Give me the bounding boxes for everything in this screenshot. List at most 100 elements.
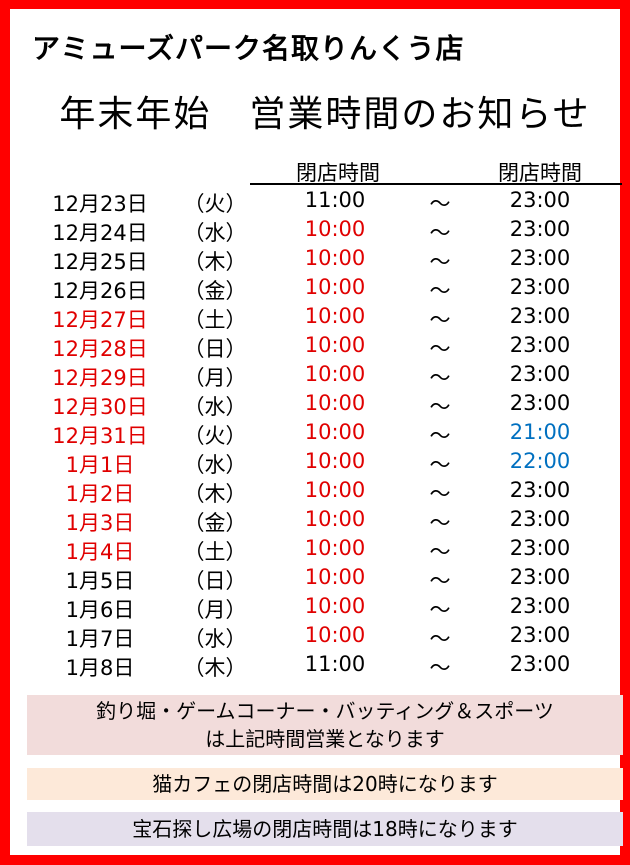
open-time-cell: 10:00	[304, 536, 366, 560]
table-row: 12月28日 （日） 10:00 〜 23:00	[10, 333, 630, 362]
table-row: 1月2日 （木） 10:00 〜 23:00	[10, 478, 630, 507]
open-time-cell: 10:00	[304, 304, 366, 328]
separator: 〜	[429, 424, 451, 448]
date-cell: 12月25日	[52, 250, 148, 274]
date-cell: 12月23日	[52, 192, 148, 216]
close-time-cell: 23:00	[509, 507, 571, 531]
table-row: 12月29日 （月） 10:00 〜 23:00	[10, 362, 630, 391]
separator: 〜	[429, 569, 451, 593]
open-time-cell: 10:00	[304, 275, 366, 299]
separator: 〜	[429, 192, 451, 216]
date-cell: 12月26日	[52, 279, 148, 303]
open-time-cell: 10:00	[304, 449, 366, 473]
table-row: 1月8日 （木） 11:00 〜 23:00	[10, 652, 630, 681]
separator: 〜	[429, 511, 451, 535]
close-time-cell: 23:00	[509, 304, 571, 328]
weekday-cell: （水）	[183, 395, 247, 419]
notice-line: は上記時間営業となります	[205, 727, 445, 751]
separator: 〜	[429, 279, 451, 303]
weekday-cell: （木）	[183, 482, 247, 506]
notice-box: 猫カフェの閉店時間は20時になります	[27, 768, 623, 800]
notice-line: 宝石探し広場の閉店時間は18時になります	[132, 817, 518, 841]
weekday-cell: （水）	[183, 221, 247, 245]
date-cell: 12月24日	[52, 221, 148, 245]
close-time-cell: 23:00	[509, 565, 571, 589]
open-time-cell: 11:00	[304, 188, 366, 212]
header-close-time: 閉店時間	[498, 161, 582, 185]
table-row: 1月1日 （水） 10:00 〜 22:00	[10, 449, 630, 478]
close-time-cell: 23:00	[509, 333, 571, 357]
weekday-cell: （土）	[183, 540, 247, 564]
close-time-cell: 23:00	[509, 478, 571, 502]
separator: 〜	[429, 598, 451, 622]
weekday-cell: （金）	[183, 511, 247, 535]
separator: 〜	[429, 221, 451, 245]
open-time-cell: 10:00	[304, 246, 366, 270]
weekday-cell: （日）	[183, 569, 247, 593]
notice-box: 宝石探し広場の閉店時間は18時になります	[27, 812, 623, 846]
open-time-cell: 10:00	[304, 333, 366, 357]
table-row: 1月7日 （水） 10:00 〜 23:00	[10, 623, 630, 652]
table-row: 1月3日 （金） 10:00 〜 23:00	[10, 507, 630, 536]
close-time-cell: 23:00	[509, 536, 571, 560]
separator: 〜	[429, 453, 451, 477]
open-time-cell: 10:00	[304, 217, 366, 241]
open-time-cell: 10:00	[304, 507, 366, 531]
weekday-cell: （木）	[183, 250, 247, 274]
weekday-cell: （月）	[183, 366, 247, 390]
close-time-cell: 22:00	[509, 449, 571, 473]
page-title: 年末年始 営業時間のお知らせ	[59, 94, 591, 135]
close-time-cell: 21:00	[509, 420, 571, 444]
table-row: 12月31日 （火） 10:00 〜 21:00	[10, 420, 630, 449]
weekday-cell: （水）	[183, 453, 247, 477]
separator: 〜	[429, 395, 451, 419]
table-row: 1月6日 （月） 10:00 〜 23:00	[10, 594, 630, 623]
separator: 〜	[429, 540, 451, 564]
separator: 〜	[429, 337, 451, 361]
table-row: 12月27日 （土） 10:00 〜 23:00	[10, 304, 630, 333]
date-cell: 1月7日	[65, 627, 135, 651]
header-open-time: 閉店時間	[296, 161, 380, 185]
weekday-cell: （金）	[183, 279, 247, 303]
date-cell: 1月2日	[65, 482, 135, 506]
separator: 〜	[429, 482, 451, 506]
close-time-cell: 23:00	[509, 217, 571, 241]
date-cell: 12月31日	[52, 424, 148, 448]
date-cell: 1月4日	[65, 540, 135, 564]
header-underline	[250, 183, 622, 185]
close-time-cell: 23:00	[509, 362, 571, 386]
date-cell: 1月5日	[65, 569, 135, 593]
weekday-cell: （木）	[183, 656, 247, 680]
table-row: 12月23日 （火） 11:00 〜 23:00	[10, 188, 630, 217]
weekday-cell: （火）	[183, 424, 247, 448]
open-time-cell: 10:00	[304, 623, 366, 647]
close-time-cell: 23:00	[509, 188, 571, 212]
table-row: 12月24日 （水） 10:00 〜 23:00	[10, 217, 630, 246]
table-row: 12月25日 （木） 10:00 〜 23:00	[10, 246, 630, 275]
date-cell: 1月8日	[65, 656, 135, 680]
table-row: 12月30日 （水） 10:00 〜 23:00	[10, 391, 630, 420]
weekday-cell: （土）	[183, 308, 247, 332]
separator: 〜	[429, 656, 451, 680]
open-time-cell: 10:00	[304, 362, 366, 386]
date-cell: 12月30日	[52, 395, 148, 419]
close-time-cell: 23:00	[509, 275, 571, 299]
notice-line: 釣り堀・ゲームコーナー・バッティング＆スポーツ	[96, 699, 554, 723]
date-cell: 1月6日	[65, 598, 135, 622]
close-time-cell: 23:00	[509, 391, 571, 415]
weekday-cell: （火）	[183, 192, 247, 216]
separator: 〜	[429, 308, 451, 332]
weekday-cell: （水）	[183, 627, 247, 651]
notice-line: 猫カフェの閉店時間は20時になります	[152, 772, 498, 796]
date-cell: 1月1日	[65, 453, 135, 477]
open-time-cell: 10:00	[304, 478, 366, 502]
separator: 〜	[429, 366, 451, 390]
close-time-cell: 23:00	[509, 246, 571, 270]
separator: 〜	[429, 627, 451, 651]
table-row: 1月5日 （日） 10:00 〜 23:00	[10, 565, 630, 594]
open-time-cell: 10:00	[304, 594, 366, 618]
date-cell: 1月3日	[65, 511, 135, 535]
notice-box: 釣り堀・ゲームコーナー・バッティング＆スポーツ は上記時間営業となります	[27, 695, 623, 755]
table-row: 12月26日 （金） 10:00 〜 23:00	[10, 275, 630, 304]
open-time-cell: 10:00	[304, 391, 366, 415]
